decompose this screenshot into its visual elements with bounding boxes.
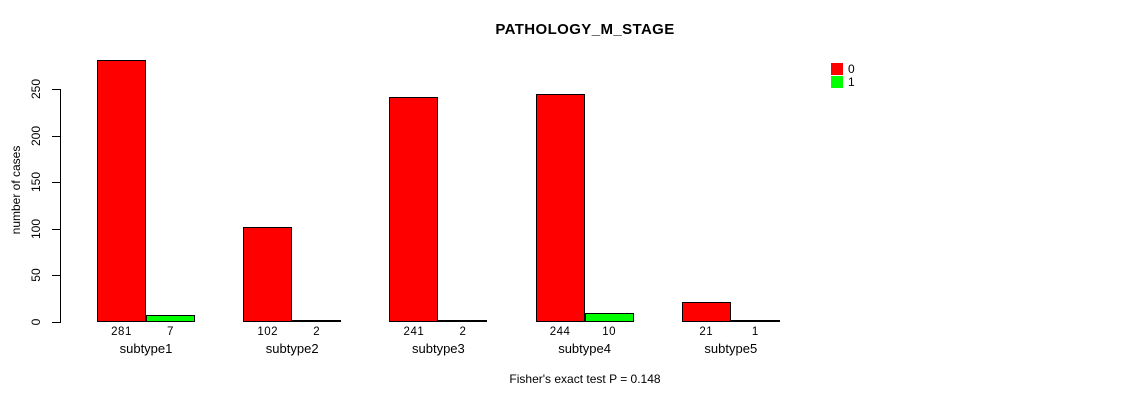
y-tick-mark xyxy=(52,89,60,90)
bar-subtype4-series-1 xyxy=(584,313,634,322)
category-label-subtype1: subtype1 xyxy=(119,341,173,356)
bar-value-label-subtype3-0: 241 xyxy=(403,326,425,338)
bar-value-label-subtype5-0: 21 xyxy=(699,326,714,338)
legend-swatch-0 xyxy=(831,63,843,75)
bar-subtype2-series-0 xyxy=(243,227,293,322)
bar-subtype3-series-0 xyxy=(389,97,439,322)
y-tick-mark xyxy=(52,322,60,323)
y-axis-label: number of cases xyxy=(9,145,23,235)
bar-subtype1-series-0 xyxy=(97,60,146,322)
y-axis-line xyxy=(60,89,61,323)
bar-subtype4-series-0 xyxy=(535,94,585,322)
bar-subtype3-series-1 xyxy=(438,320,488,322)
y-tick-mark xyxy=(52,275,60,276)
legend-swatch-1 xyxy=(831,76,843,88)
legend-item-0: 0 xyxy=(831,63,855,75)
bar-value-label-subtype5-1: 1 xyxy=(751,326,759,338)
y-tick-label: 250 xyxy=(29,78,43,100)
y-tick-label: 150 xyxy=(29,171,43,193)
fisher-test-annotation: Fisher's exact test P = 0.148 xyxy=(509,372,661,386)
bar-subtype5-series-0 xyxy=(681,302,731,322)
y-tick-mark xyxy=(52,229,60,230)
bar-value-label-subtype1-1: 7 xyxy=(167,326,174,338)
bar-value-label-subtype1-0: 281 xyxy=(111,326,132,338)
y-tick-label: 0 xyxy=(29,318,43,326)
bar-subtype5-series-1 xyxy=(730,320,780,322)
bar-value-label-subtype4-0: 244 xyxy=(549,326,571,338)
y-tick-label: 100 xyxy=(29,218,43,240)
bar-subtype1-series-1 xyxy=(146,315,195,322)
bar-value-label-subtype2-1: 2 xyxy=(313,326,321,338)
legend-label-1: 1 xyxy=(848,75,855,89)
category-label-subtype2: subtype2 xyxy=(265,341,319,356)
category-label-subtype4: subtype4 xyxy=(558,341,611,356)
chart-title: PATHOLOGY_M_STAGE xyxy=(495,21,675,38)
bar-value-label-subtype2-0: 102 xyxy=(257,326,279,338)
category-label-subtype5: subtype5 xyxy=(704,341,758,356)
y-tick-mark xyxy=(52,182,60,183)
bar-subtype2-series-1 xyxy=(292,320,342,322)
bar-value-label-subtype3-1: 2 xyxy=(459,326,467,338)
category-label-subtype3: subtype3 xyxy=(412,341,465,356)
y-tick-label: 50 xyxy=(29,268,43,282)
y-tick-mark xyxy=(52,136,60,137)
bar-value-label-subtype4-1: 10 xyxy=(602,326,616,338)
legend-item-1: 1 xyxy=(831,76,855,88)
y-tick-label: 200 xyxy=(29,125,43,147)
legend-label-0: 0 xyxy=(848,62,855,76)
